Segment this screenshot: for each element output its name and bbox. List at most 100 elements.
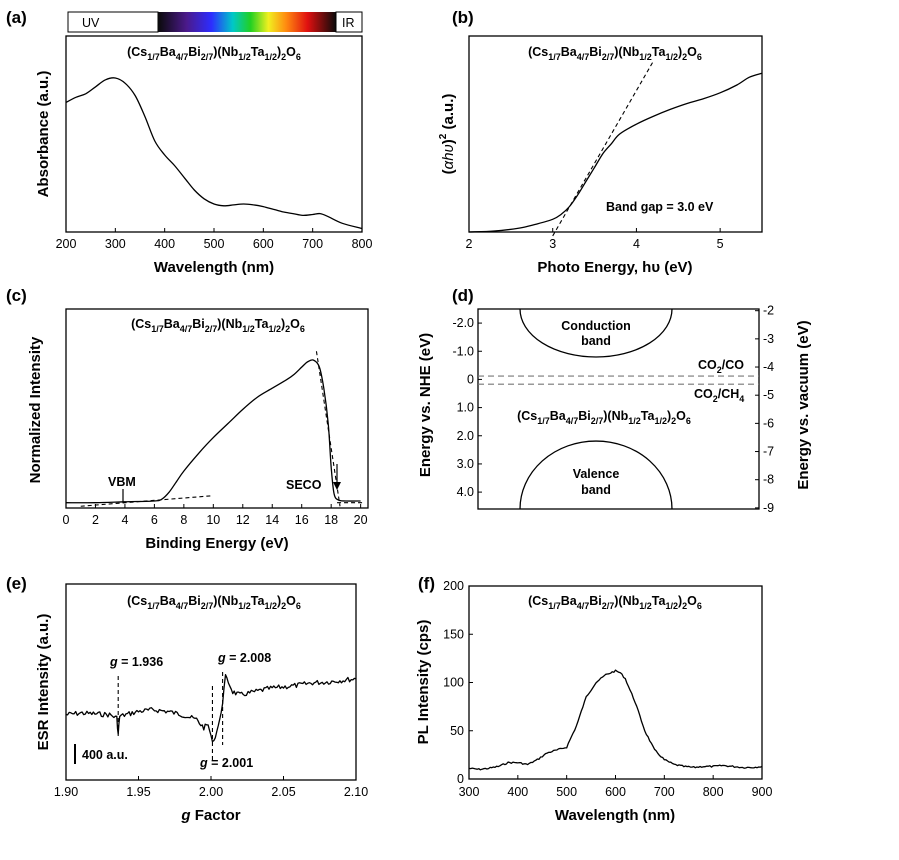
panel-label-d: (d) <box>452 286 474 305</box>
b-xtick-label: 3 <box>549 237 556 251</box>
y-axis-label-d-left: Energy vs. NHE (eV) <box>417 333 434 477</box>
g-label-2001: g = 2.001 <box>199 756 253 770</box>
c-xtick-label: 10 <box>206 513 220 527</box>
panel-f: (f) (Cs1/7Ba4/7Bi2/7)(Nb1/2Ta1/2)2O6 Wav… <box>415 574 772 824</box>
scale-bar-label: 400 a.u. <box>82 748 128 762</box>
plot-frame-a <box>65 35 363 233</box>
c-xtick-label: 18 <box>324 513 338 527</box>
a-xtick-label: 300 <box>105 237 126 251</box>
f-xtick-label: 300 <box>459 785 480 799</box>
b-xtick-label: 5 <box>717 237 724 251</box>
f-xtick-label: 700 <box>654 785 675 799</box>
g-label-1936: g = 1.936 <box>109 655 163 669</box>
d-right-tick-label: -6 <box>763 416 774 430</box>
esr-curve <box>65 674 357 743</box>
formula-c: (Cs1/7Ba4/7Bi2/7)(Nb1/2Ta1/2)2O6 <box>131 317 305 334</box>
d-right-tick-label: -8 <box>763 473 774 487</box>
d-right-tick-label: -9 <box>763 501 774 515</box>
y-axis-label-e: ESR Intensity (a.u.) <box>35 614 52 751</box>
d-left-tick-label: -2.0 <box>452 316 474 330</box>
c-xtick-label: 12 <box>236 513 250 527</box>
ir-band <box>335 11 363 33</box>
c-xtick-label: 20 <box>354 513 368 527</box>
panel-label-a: (a) <box>6 8 27 27</box>
uv-label: UV <box>82 16 100 30</box>
band-gap-annotation: Band gap = 3.0 eV <box>606 200 714 214</box>
f-xtick-label: 600 <box>605 785 626 799</box>
f-ytick-label: 0 <box>457 772 464 786</box>
f-xtick-label: 400 <box>507 785 528 799</box>
baseline-fit-line <box>80 495 214 507</box>
a-xtick-label: 800 <box>352 237 373 251</box>
d-right-tick-label: -4 <box>763 360 774 374</box>
c-xtick-label: 4 <box>121 513 128 527</box>
d-left-tick-label: 2.0 <box>457 429 474 443</box>
x-axis-label-f: Wavelength (nm) <box>555 807 675 824</box>
d-right-tick-label: -5 <box>763 388 774 402</box>
e-xtick-label: 1.95 <box>126 785 150 799</box>
ups-curve <box>65 359 361 504</box>
plot-frame-f <box>468 585 763 780</box>
tauc-curve <box>468 72 763 233</box>
formula-a: (Cs1/7Ba4/7Bi2/7)(Nb1/2Ta1/2)2O6 <box>127 45 301 62</box>
plot-frame-c <box>65 308 369 509</box>
formula-e: (Cs1/7Ba4/7Bi2/7)(Nb1/2Ta1/2)2O6 <box>127 594 301 611</box>
vbm-label: VBM <box>108 475 136 489</box>
b-xtick-label: 4 <box>633 237 640 251</box>
c-xtick-label: 2 <box>92 513 99 527</box>
valence-band-shape <box>519 440 673 510</box>
visible-spectrum-band <box>158 12 336 32</box>
d-left-tick-label: 1.0 <box>457 401 474 415</box>
redox-co2-ch4-label: CO2/CH4 <box>694 387 744 404</box>
c-xtick-label: 16 <box>295 513 309 527</box>
f-ytick-label: 150 <box>443 627 464 641</box>
edge-fit-line <box>315 351 341 507</box>
b-xtick-label: 2 <box>466 237 473 251</box>
c-xtick-label: 14 <box>265 513 279 527</box>
absorbance-curve <box>65 77 363 230</box>
ir-label: IR <box>342 16 355 30</box>
y-axis-label-f: PL Intensity (cps) <box>415 620 432 745</box>
d-left-tick-label: 0 <box>467 372 474 386</box>
e-xtick-label: 2.05 <box>271 785 295 799</box>
plot-frame-b <box>468 35 763 233</box>
panel-label-e: (e) <box>6 574 27 593</box>
conduction-band-label-2: band <box>581 334 611 348</box>
pl-curve <box>468 669 763 771</box>
a-xtick-label: 600 <box>253 237 274 251</box>
x-axis-label-b: Photo Energy, hυ (eV) <box>537 259 692 276</box>
valence-band-label-1: Valence <box>573 467 620 481</box>
tangent-line <box>552 61 654 237</box>
y-axis-label-c: Normalized Intensity <box>27 336 44 483</box>
f-ytick-label: 100 <box>443 676 464 690</box>
panel-b: (b) (Cs1/7Ba4/7Bi2/7)(Nb1/2Ta1/2)2O6 Ban… <box>438 8 763 276</box>
d-right-tick-label: -7 <box>763 445 774 459</box>
a-xtick-label: 200 <box>56 237 77 251</box>
d-left-tick-label: 3.0 <box>457 457 474 471</box>
redox-co2-co-label: CO2/CO <box>698 358 744 375</box>
c-xtick-label: 8 <box>180 513 187 527</box>
conduction-band-label-1: Conduction <box>561 319 630 333</box>
g-label-2008: g = 2.008 <box>217 651 271 665</box>
formula-b: (Cs1/7Ba4/7Bi2/7)(Nb1/2Ta1/2)2O6 <box>528 45 702 62</box>
d-right-tick-label: -3 <box>763 332 774 346</box>
panel-a: (a) UV IR (Cs1/7Ba4/7Bi2/7)(Nb1/2Ta1/2)2… <box>6 8 372 276</box>
a-xtick-label: 500 <box>204 237 225 251</box>
e-xtick-label: 1.90 <box>54 785 78 799</box>
f-xtick-label: 500 <box>556 785 577 799</box>
c-xtick-label: 6 <box>151 513 158 527</box>
f-ytick-label: 200 <box>443 579 464 593</box>
e-xtick-label: 2.10 <box>344 785 368 799</box>
seco-label: SECO <box>286 478 322 492</box>
panel-label-f: (f) <box>418 574 435 593</box>
d-left-tick-label: 4.0 <box>457 485 474 499</box>
a-xtick-label: 700 <box>302 237 323 251</box>
d-left-tick-label: -1.0 <box>452 344 474 358</box>
formula-f: (Cs1/7Ba4/7Bi2/7)(Nb1/2Ta1/2)2O6 <box>528 594 702 611</box>
e-xtick-label: 2.00 <box>199 785 223 799</box>
x-axis-label-c: Binding Energy (eV) <box>145 535 288 552</box>
panel-e: (e) (Cs1/7Ba4/7Bi2/7)(Nb1/2Ta1/2)2O6 g =… <box>6 574 368 824</box>
a-xtick-label: 400 <box>154 237 175 251</box>
f-xtick-label: 900 <box>752 785 773 799</box>
panel-label-c: (c) <box>6 286 27 305</box>
